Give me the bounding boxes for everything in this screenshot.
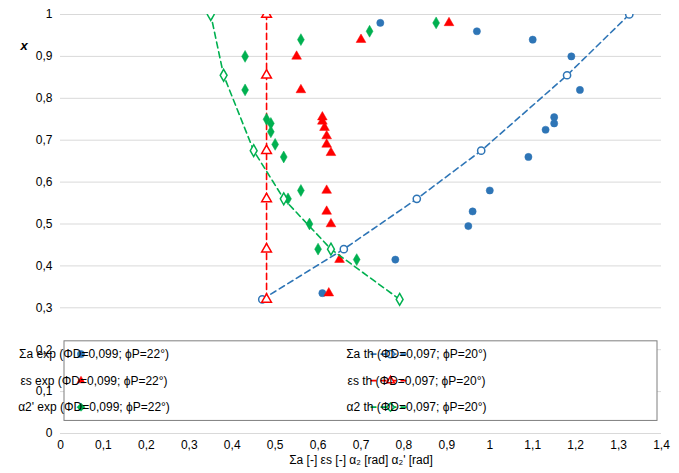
svg-text:0,6: 0,6 — [36, 175, 53, 189]
svg-text:1: 1 — [486, 438, 493, 452]
svg-text:0,1: 0,1 — [35, 384, 53, 399]
svg-text:1,3: 1,3 — [610, 438, 627, 452]
svg-text:0,7: 0,7 — [36, 133, 53, 147]
svg-text:x: x — [20, 38, 29, 53]
svg-text:Σa [-] εs [-] α₂ [rad] α₂' [ra: Σa [-] εs [-] α₂ [rad] α₂' [rad] — [289, 453, 433, 467]
svg-text:1,1: 1,1 — [524, 438, 541, 452]
svg-text:0,5: 0,5 — [267, 438, 284, 452]
svg-text:α2 th (ΦD=0,097; ϕP=20°): α2 th (ΦD=0,097; ϕP=20°) — [346, 400, 486, 414]
svg-text:0,4: 0,4 — [224, 438, 241, 452]
svg-text:1,2: 1,2 — [567, 438, 584, 452]
svg-text:0: 0 — [46, 426, 53, 440]
svg-text:0,8: 0,8 — [36, 91, 53, 105]
svg-text:0,4: 0,4 — [36, 259, 53, 273]
svg-text:εs th (ΦD=0,097; ϕP=20°): εs th (ΦD=0,097; ϕP=20°) — [348, 374, 486, 388]
svg-text:1: 1 — [46, 7, 53, 21]
svg-text:0,1: 0,1 — [95, 438, 112, 452]
svg-text:0,2: 0,2 — [138, 438, 155, 452]
svg-text:εs exp (ΦD=0,099; ϕP=22°): εs exp (ΦD=0,099; ϕP=22°) — [20, 374, 167, 388]
svg-text:Σa th (ΦD=0,097; ϕP=20°): Σa th (ΦD=0,097; ϕP=20°) — [346, 347, 487, 361]
svg-text:1,4: 1,4 — [653, 438, 670, 452]
svg-text:0,9: 0,9 — [36, 49, 53, 63]
svg-text:Σa exp (ΦD=0,099; ϕP=22°): Σa exp (ΦD=0,099; ϕP=22°) — [19, 347, 169, 361]
svg-text:0,6: 0,6 — [310, 438, 327, 452]
svg-text:0,8: 0,8 — [396, 438, 413, 452]
svg-text:α2' exp (ΦD=0,099; ϕP=22°): α2' exp (ΦD=0,099; ϕP=22°) — [18, 400, 170, 414]
svg-text:0,3: 0,3 — [181, 438, 198, 452]
svg-text:0,5: 0,5 — [36, 217, 53, 231]
svg-text:0: 0 — [57, 438, 64, 452]
svg-text:0,9: 0,9 — [439, 438, 456, 452]
svg-text:0,3: 0,3 — [36, 301, 53, 315]
svg-text:0,7: 0,7 — [353, 438, 370, 452]
